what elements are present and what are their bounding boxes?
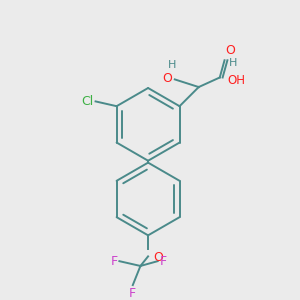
- Text: OH: OH: [227, 74, 245, 87]
- Text: O: O: [162, 72, 172, 85]
- Text: O: O: [153, 250, 163, 264]
- Text: Cl: Cl: [81, 95, 94, 108]
- Text: O: O: [226, 44, 236, 57]
- Text: H: H: [168, 60, 176, 70]
- Text: F: F: [110, 255, 118, 268]
- Text: F: F: [160, 255, 167, 268]
- Text: F: F: [129, 287, 136, 300]
- Text: H: H: [229, 58, 237, 68]
